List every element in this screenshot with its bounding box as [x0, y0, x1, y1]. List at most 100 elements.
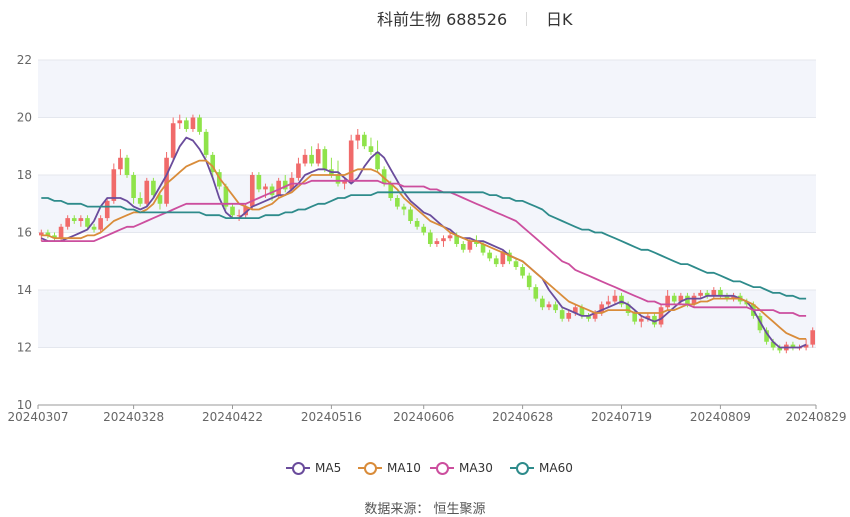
- candle: [724, 292, 730, 302]
- candle: [131, 172, 136, 204]
- legend-label: MA10: [387, 461, 421, 475]
- candle-body: [190, 117, 196, 129]
- candle-body: [467, 241, 473, 250]
- legend-label: MA60: [539, 461, 573, 475]
- candle-body: [474, 241, 479, 244]
- x-tick-label: 20240422: [202, 410, 263, 424]
- candle: [98, 215, 103, 233]
- candle: [546, 301, 552, 311]
- candle: [85, 215, 90, 230]
- candle-body: [546, 304, 552, 308]
- x-tick-label: 20240829: [785, 410, 846, 424]
- candle-body: [263, 186, 268, 190]
- candle: [256, 172, 262, 193]
- x-tick-label: 20240516: [301, 410, 362, 424]
- candle-body: [85, 218, 90, 227]
- candle-body: [777, 347, 783, 351]
- candle: [401, 203, 407, 216]
- legend-swatch: [510, 461, 534, 475]
- candle-body: [619, 295, 624, 305]
- y-tick-label: 22: [17, 53, 32, 67]
- candle: [408, 206, 413, 224]
- candle-body: [203, 131, 209, 155]
- candle-body: [441, 238, 446, 242]
- candle-body: [704, 292, 710, 296]
- candle-body: [144, 180, 150, 204]
- candle-body: [540, 298, 545, 308]
- candle-body: [315, 149, 321, 164]
- candle: [335, 160, 341, 187]
- candle-body: [513, 261, 519, 267]
- candle: [711, 287, 717, 299]
- candle-body: [671, 295, 677, 302]
- candle-body: [296, 163, 301, 178]
- candle: [197, 114, 202, 135]
- candle-body: [118, 157, 123, 170]
- candle: [203, 129, 209, 158]
- candle-body: [579, 307, 585, 316]
- candle-body: [401, 206, 407, 210]
- candle-body: [137, 198, 143, 204]
- candle: [104, 198, 110, 221]
- candle: [526, 272, 532, 290]
- candle-body: [592, 313, 598, 319]
- candle-body: [810, 330, 816, 345]
- period-label: 日K: [546, 10, 573, 29]
- legend-item-ma60[interactable]: MA60: [510, 458, 573, 478]
- x-tick-label: 20240719: [591, 410, 652, 424]
- legend-item-ma5[interactable]: MA5: [286, 458, 341, 478]
- candle-body: [151, 180, 156, 196]
- candle-body: [104, 200, 110, 219]
- candle-body: [599, 304, 605, 313]
- candle: [164, 152, 169, 207]
- legend-item-ma30[interactable]: MA30: [430, 458, 493, 478]
- candle-body: [533, 287, 539, 299]
- legend-item-ma10[interactable]: MA10: [358, 458, 421, 478]
- x-tick-label: 20240809: [690, 410, 751, 424]
- candle: [790, 341, 796, 351]
- x-tick-label: 20240628: [492, 410, 553, 424]
- candle-body: [678, 295, 684, 302]
- candle-body: [553, 304, 558, 311]
- candle-body: [408, 209, 413, 221]
- candle: [170, 117, 176, 161]
- candle-body: [98, 218, 103, 230]
- candle-body: [460, 244, 466, 250]
- candle: [540, 295, 545, 311]
- candle-body: [249, 175, 255, 207]
- candle: [559, 307, 565, 322]
- candle: [671, 292, 677, 305]
- candle-body: [65, 218, 70, 227]
- candle-body: [573, 307, 578, 313]
- stock-name-title: 科前生物 688526: [377, 10, 508, 29]
- candle: [78, 215, 84, 227]
- candle-body: [362, 134, 367, 147]
- candle: [210, 152, 216, 178]
- candle-body: [236, 215, 242, 217]
- candle: [230, 203, 235, 219]
- legend-label: MA5: [315, 461, 342, 475]
- legend-swatch: [358, 461, 382, 475]
- candle: [282, 175, 288, 193]
- candle: [460, 241, 466, 253]
- legend-swatch: [286, 461, 310, 475]
- candle: [362, 131, 367, 150]
- candle: [322, 146, 328, 173]
- x-tick-label: 20240307: [7, 410, 68, 424]
- candle-body: [256, 175, 262, 190]
- candle-body: [559, 310, 565, 319]
- candle-body: [71, 218, 77, 221]
- legend-swatch-marker: [364, 462, 377, 475]
- candle: [507, 249, 512, 265]
- candle-body: [487, 252, 492, 259]
- y-tick-label: 10: [17, 398, 32, 412]
- candle-body: [606, 301, 611, 305]
- candle-body: [520, 267, 525, 276]
- candle: [658, 304, 664, 328]
- candle: [65, 215, 70, 230]
- candle-body: [507, 252, 512, 262]
- candle: [638, 315, 644, 328]
- background-bands: [38, 60, 816, 348]
- candle-body: [282, 180, 288, 190]
- candle-body: [322, 149, 328, 170]
